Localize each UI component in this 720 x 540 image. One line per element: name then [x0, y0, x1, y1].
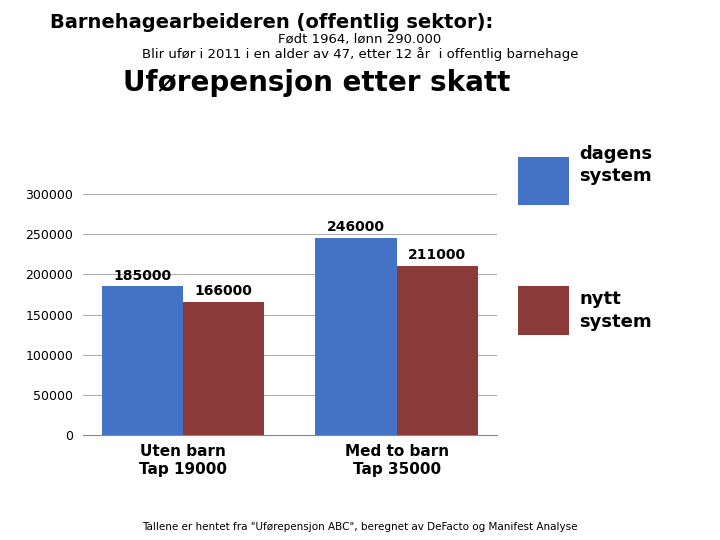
Text: 185000: 185000	[113, 269, 171, 284]
Text: 211000: 211000	[408, 248, 467, 262]
Text: Barnehagearbeideren (offentlig sektor):: Barnehagearbeideren (offentlig sektor):	[50, 14, 494, 32]
Bar	[183, 302, 264, 435]
Text: 166000: 166000	[194, 285, 253, 299]
Text: nytt
system: nytt system	[580, 291, 652, 330]
Bar	[397, 266, 478, 435]
Text: 246000: 246000	[327, 220, 385, 234]
Bar	[315, 238, 397, 435]
Text: dagens
system: dagens system	[580, 145, 653, 185]
Text: Uførepensjon etter skatt: Uførepensjon etter skatt	[123, 69, 510, 97]
Text: Tallene er hentet fra "Uførepensjon ABC", beregnet av DeFacto og Manifest Analys: Tallene er hentet fra "Uførepensjon ABC"…	[143, 522, 577, 532]
Bar	[102, 286, 183, 435]
Text: Blir ufør i 2011 i en alder av 47, etter 12 år  i offentlig barnehage: Blir ufør i 2011 i en alder av 47, etter…	[142, 47, 578, 61]
Text: Født 1964, lønn 290.000: Født 1964, lønn 290.000	[279, 33, 441, 46]
